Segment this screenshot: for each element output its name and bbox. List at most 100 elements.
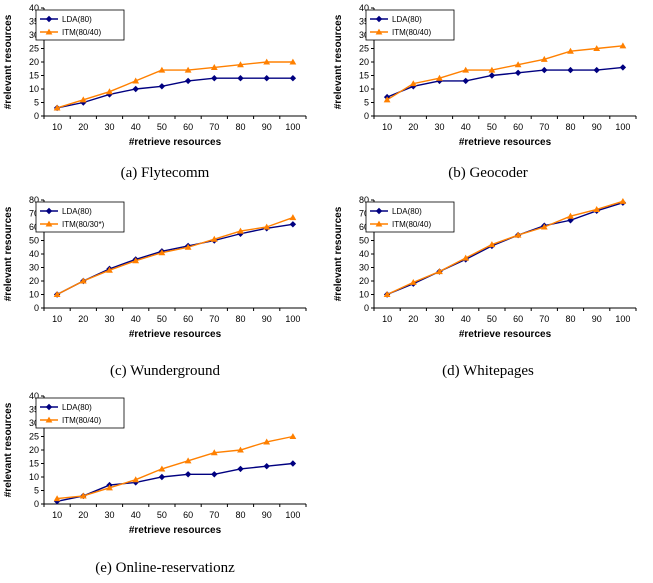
x-tick-label: 10 — [52, 510, 62, 520]
y-tick-label: 20 — [29, 445, 39, 455]
legend-box — [365, 201, 455, 233]
x-tick-label: 90 — [592, 122, 602, 132]
x-tick-label: 100 — [285, 122, 300, 132]
x-tick-label: 30 — [434, 314, 444, 324]
y-tick-label: 40 — [359, 249, 369, 259]
data-point-itm — [567, 47, 574, 54]
caption-geocoder: (b) Geocoder — [448, 165, 528, 181]
y-tick-label: 35 — [29, 17, 39, 27]
data-point-itm — [488, 66, 496, 73]
x-tick-label: 40 — [131, 510, 141, 520]
data-point-lda — [263, 75, 270, 82]
x-tick-label: 40 — [461, 122, 471, 132]
y-tick-label: 15 — [29, 71, 39, 81]
chart-wunderground: 0 10 20 30 40 50 60 70 80 10 20 30 40 50 60 70 80 90 100 #r… — [0, 192, 320, 352]
chart-online-reservationz: 0 5 10 15 20 25 30 35 40 10 20 30 40 50 60 70 80 90 100 #re… — [0, 388, 320, 548]
data-point-lda — [106, 91, 113, 98]
caption-whitepages: (d) Whitepages — [442, 363, 534, 379]
series-line-lda — [56, 462, 293, 502]
y-tick-label: 10 — [29, 472, 39, 482]
y-tick-label: 20 — [29, 57, 39, 67]
legend-box — [365, 9, 455, 41]
x-tick-label: 60 — [513, 314, 523, 324]
chart-geocoder: 0 5 10 15 20 25 30 35 40 10 20 30 40 50 60 70 80 90 100 #re… — [330, 0, 650, 160]
y-tick-label: 30 — [29, 418, 39, 428]
x-tick-label: 80 — [565, 122, 575, 132]
data-point-itm — [210, 235, 218, 242]
y-tick-label: 10 — [359, 84, 369, 94]
x-tick-label: 40 — [131, 314, 141, 324]
y-tick-label: 30 — [29, 30, 39, 40]
data-point-itm — [567, 212, 574, 219]
data-point-lda — [289, 75, 297, 82]
data-point-lda — [567, 66, 574, 74]
x-tick-label: 80 — [235, 122, 245, 132]
series-line-itm — [56, 216, 294, 296]
y-axis-title: #relevant resources — [333, 14, 344, 109]
data-point-lda — [237, 75, 244, 82]
data-point-lda — [211, 471, 218, 478]
data-point-itm — [79, 96, 87, 103]
y-tick-label: 15 — [359, 71, 369, 81]
y-tick-label: 80 — [29, 195, 39, 205]
chart-geocoder-svg: 0 5 10 15 20 25 30 35 40 10 20 30 40 50 60 70 80 90 100 #re… — [333, 3, 637, 148]
x-tick-label: 10 — [382, 314, 392, 324]
data-point-itm — [53, 495, 61, 502]
data-point-lda — [237, 465, 244, 473]
data-point-itm — [383, 291, 391, 298]
data-point-itm — [619, 197, 627, 204]
y-tick-label: 15 — [29, 459, 39, 469]
data-point-lda — [593, 66, 600, 74]
legend-box — [35, 397, 125, 429]
legend-marker — [45, 15, 53, 23]
x-tick-label: 50 — [157, 122, 167, 132]
y-tick-label: 5 — [364, 98, 369, 108]
series-line-lda — [56, 77, 293, 109]
x-tick-label: 50 — [157, 314, 167, 324]
legend-label: ITM(80/40) — [392, 220, 431, 229]
data-point-lda — [436, 77, 443, 85]
data-point-itm — [540, 223, 548, 230]
data-point-itm — [514, 61, 522, 68]
x-tick-label: 70 — [209, 314, 219, 324]
x-tick-label: 100 — [615, 122, 630, 132]
y-tick-label: 30 — [359, 30, 369, 40]
y-tick-label: 25 — [29, 44, 39, 54]
series-line-itm — [57, 435, 294, 500]
y-tick-label: 25 — [359, 44, 369, 54]
legend-marker — [45, 28, 53, 35]
y-tick-label: 35 — [29, 405, 39, 415]
y-axis-title: #relevant resources — [3, 402, 14, 497]
data-point-lda — [211, 75, 218, 82]
legend-label: LDA(80) — [392, 15, 422, 24]
data-point-itm — [184, 243, 192, 250]
data-point-lda — [132, 85, 139, 93]
chart-flytecomm-svg: 0 5 10 15 20 25 30 35 40 10 20 30 40 50 60 70 80 90 100 #re… — [3, 3, 307, 148]
x-tick-label: 70 — [539, 122, 549, 132]
data-point-itm — [462, 254, 470, 261]
legend-marker — [45, 403, 53, 411]
y-tick-label: 0 — [34, 111, 39, 121]
data-point-lda — [184, 77, 192, 85]
y-tick-label: 5 — [34, 98, 39, 108]
y-axis-title: #relevant resources — [333, 206, 344, 301]
data-point-itm — [79, 277, 87, 284]
x-tick-label: 20 — [408, 314, 418, 324]
x-tick-label: 100 — [285, 510, 300, 520]
y-tick-label: 5 — [34, 486, 39, 496]
x-tick-label: 100 — [615, 314, 630, 324]
x-tick-label: 20 — [78, 122, 88, 132]
y-tick-label: 35 — [359, 17, 369, 27]
legend-marker — [375, 207, 383, 215]
data-point-itm — [462, 66, 470, 73]
y-axis-title: #relevant resources — [3, 14, 14, 109]
x-tick-label: 60 — [183, 314, 193, 324]
data-point-itm — [263, 58, 271, 65]
x-tick-label: 80 — [235, 510, 245, 520]
x-tick-label: 70 — [209, 122, 219, 132]
y-tick-label: 10 — [359, 290, 369, 300]
data-point-itm — [184, 457, 192, 464]
y-tick-label: 30 — [359, 263, 369, 273]
data-point-lda — [541, 66, 548, 74]
x-tick-label: 50 — [157, 510, 167, 520]
